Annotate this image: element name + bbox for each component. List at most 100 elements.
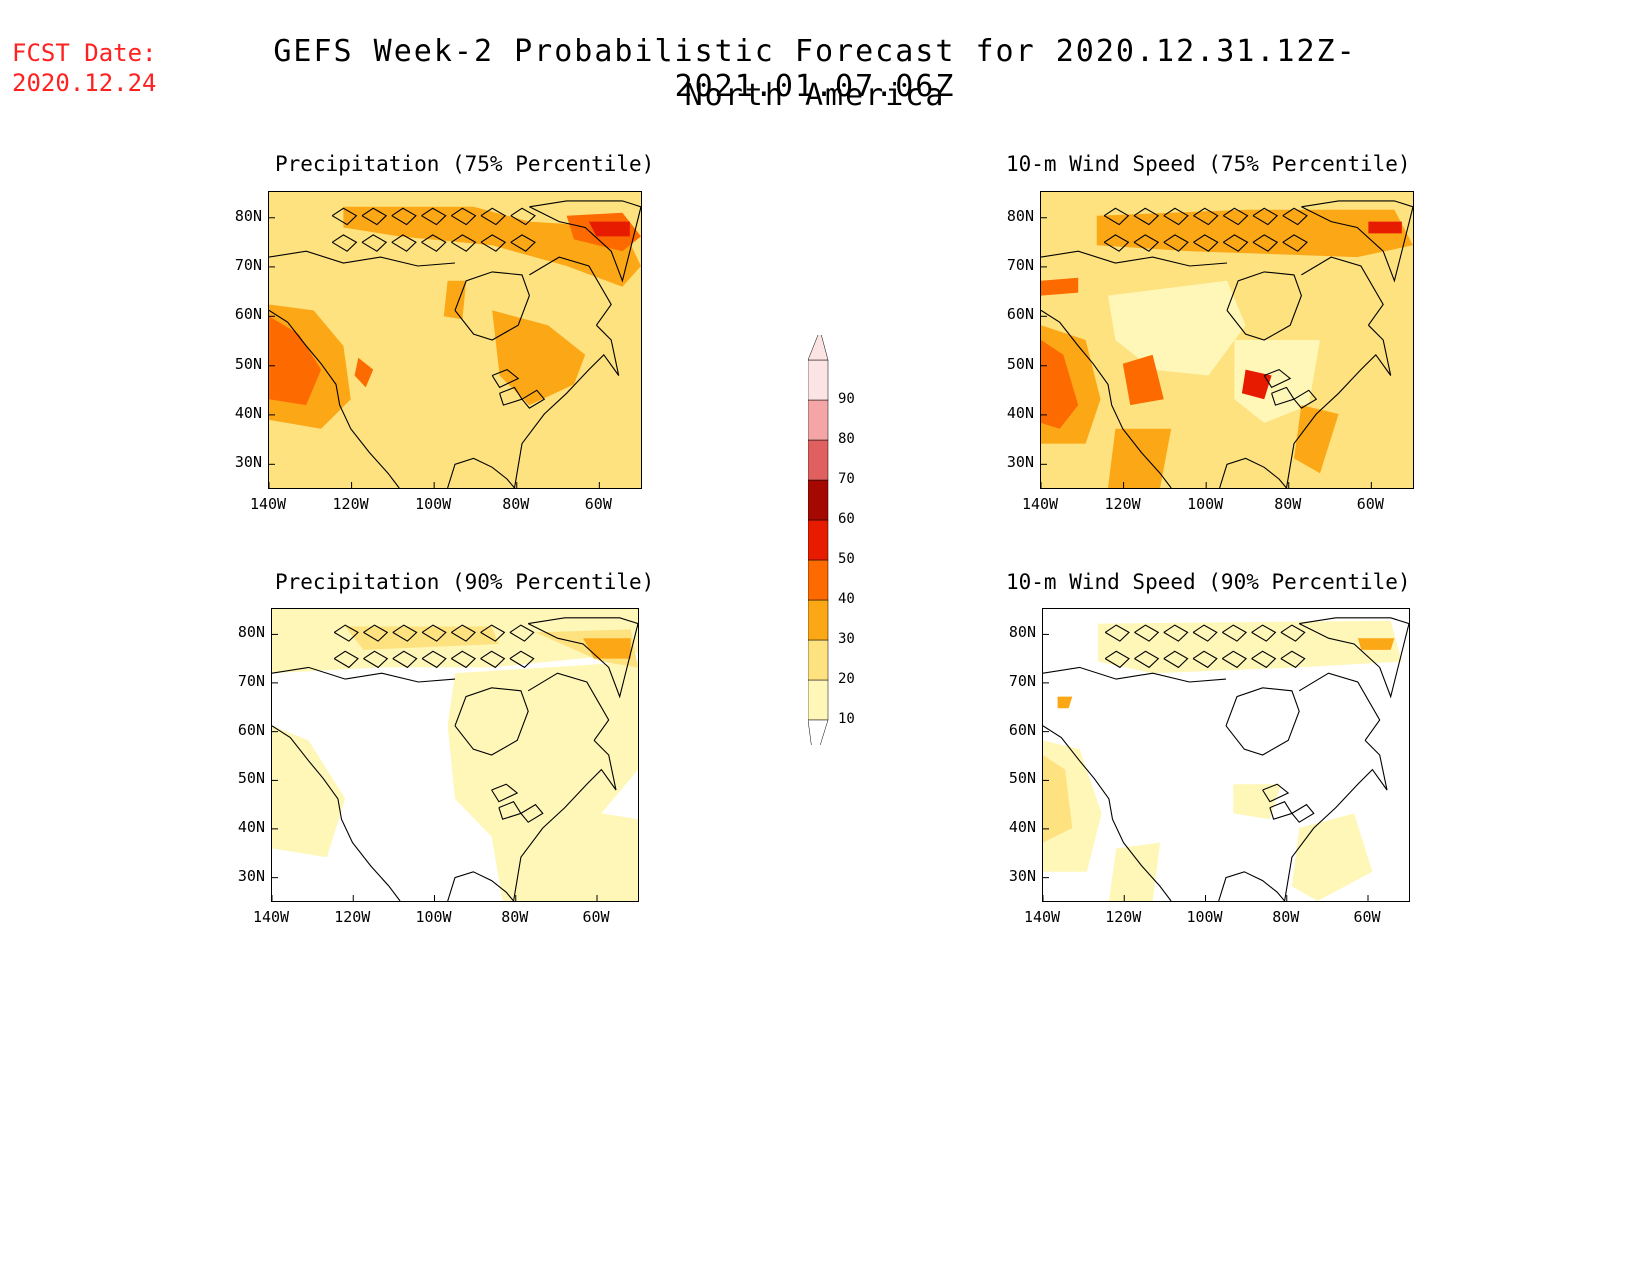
probability-region — [1234, 340, 1320, 423]
probability-region — [1368, 221, 1402, 234]
lon-tick-label: 140W — [252, 908, 290, 926]
coastline — [1222, 234, 1249, 252]
lat-tick-label: 60N — [1006, 305, 1034, 324]
colorbar-swatch — [808, 559, 829, 601]
probability-region — [354, 357, 374, 388]
lon-tick-label: 120W — [1105, 908, 1142, 926]
lat-tick-label: 40N — [1008, 817, 1036, 836]
lat-tick-label: 50N — [237, 769, 265, 788]
coastline — [1293, 389, 1318, 409]
coastline — [331, 207, 358, 226]
coastline — [1226, 271, 1302, 341]
probability-field — [272, 609, 638, 901]
coastline — [1225, 687, 1300, 756]
probability-region — [1096, 209, 1413, 258]
colorbar-level-label: 20 — [838, 671, 855, 687]
coastline — [1282, 207, 1308, 226]
map-svg — [1041, 192, 1413, 488]
lat-tick-label: 50N — [234, 354, 262, 373]
coastline — [1301, 256, 1384, 326]
coastline — [391, 207, 417, 226]
lat-tick-label: 40N — [237, 817, 265, 836]
probability-field — [269, 192, 641, 488]
probability-region — [1043, 755, 1073, 843]
coastline — [520, 803, 544, 823]
probability-region — [588, 221, 630, 237]
axis-ticks — [269, 217, 600, 488]
lon-tick-label: 80W — [1272, 908, 1300, 926]
panel-title: Precipitation (75% Percentile) — [275, 152, 655, 176]
lon-tick-label: 60W — [1353, 908, 1381, 926]
coastline — [1251, 650, 1277, 669]
coastline — [1134, 624, 1160, 642]
probability-region — [447, 661, 638, 901]
coastline — [447, 457, 515, 488]
coastline — [1163, 207, 1189, 226]
probability-region — [1233, 784, 1281, 820]
coastlines — [1043, 617, 1409, 901]
coastline — [1251, 624, 1277, 642]
colorbar-level-label: 70 — [838, 471, 855, 487]
lat-tick-label: 40N — [1006, 403, 1034, 422]
coastline — [1298, 617, 1409, 699]
lon-tick-label: 60W — [1356, 495, 1384, 513]
probability-region — [269, 192, 641, 488]
probability-region — [1097, 620, 1402, 674]
probability-field — [1041, 192, 1413, 488]
lat-tick-label: 30N — [234, 453, 262, 472]
lat-tick-label: 80N — [1008, 623, 1036, 642]
lat-tick-label: 60N — [1008, 720, 1036, 739]
map-area — [1040, 191, 1414, 489]
probability-region — [1108, 280, 1246, 376]
coastline — [1282, 234, 1308, 252]
colorbar-swatch — [808, 639, 829, 681]
coastline — [1280, 650, 1306, 669]
probability-region — [1357, 638, 1395, 650]
coastline — [392, 624, 418, 642]
probability-region — [1057, 696, 1073, 709]
coastlines — [272, 617, 638, 901]
colorbar-arrow-bottom — [808, 719, 829, 745]
coastline — [1298, 672, 1381, 741]
lon-tick-label: 120W — [1104, 495, 1141, 513]
lon-tick-label: 60W — [584, 495, 612, 513]
coastline — [480, 650, 506, 669]
coastline — [491, 783, 519, 803]
lat-tick-label: 30N — [1006, 453, 1034, 472]
lon-tick-label: 120W — [332, 495, 369, 513]
coastline — [269, 250, 456, 267]
coastline — [1041, 309, 1172, 488]
coastlines — [1041, 200, 1413, 488]
coastline — [363, 624, 389, 642]
coastline — [333, 650, 359, 669]
lat-tick-label: 70N — [237, 671, 265, 690]
coastline — [1284, 740, 1388, 901]
coastline — [1263, 368, 1292, 389]
coastline — [1252, 207, 1279, 226]
coastline — [1043, 666, 1227, 683]
coastline — [1291, 803, 1315, 823]
map-svg — [272, 609, 638, 901]
coastline — [361, 234, 388, 252]
coastline — [450, 207, 477, 226]
probability-region — [583, 638, 631, 659]
map-svg — [269, 192, 641, 488]
lon-tick-label: 80W — [502, 495, 530, 513]
coastline — [1103, 234, 1130, 252]
colorbar — [808, 335, 829, 745]
coastline — [1252, 234, 1279, 252]
coastline — [1163, 650, 1189, 669]
colorbar-level-label: 10 — [838, 711, 855, 727]
coastline — [447, 871, 515, 901]
coastline — [1285, 324, 1392, 488]
lon-tick-label: 60W — [582, 908, 610, 926]
coastline — [421, 650, 447, 669]
coastline — [1219, 457, 1287, 488]
coastline — [1193, 234, 1219, 252]
probability-region — [1108, 428, 1172, 488]
coastline — [491, 368, 520, 389]
coastline — [527, 617, 638, 699]
lat-tick-label: 70N — [234, 255, 262, 274]
coastline — [421, 624, 447, 642]
forecast-date-value: 2020.12.24 — [12, 69, 157, 97]
